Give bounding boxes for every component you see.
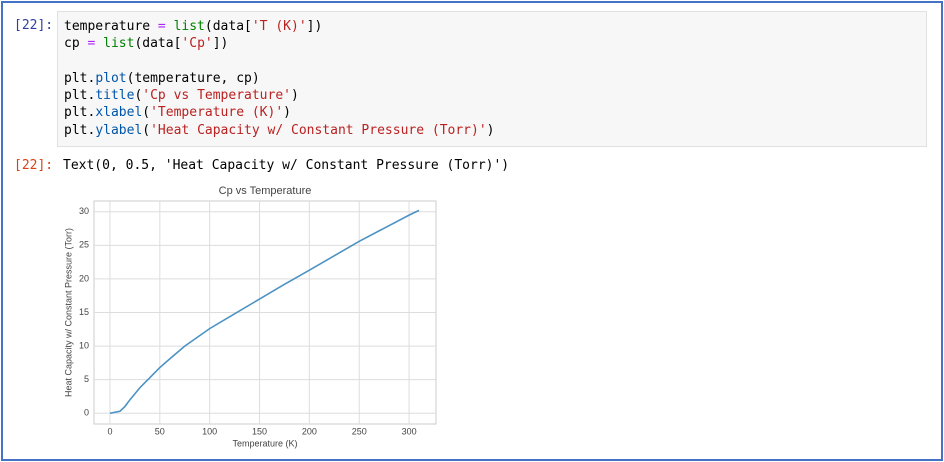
code-token: ) — [283, 105, 291, 121]
code-token: title — [95, 88, 135, 104]
x-tick-label: 150 — [252, 426, 267, 436]
y-tick-label: 5 — [84, 374, 89, 384]
code-token: (data[ — [204, 19, 252, 34]
code-token: list — [173, 19, 205, 34]
code-token: 'Cp vs Temperature' — [142, 88, 291, 104]
y-tick-label: 10 — [79, 340, 89, 350]
code-token: plt. — [64, 122, 96, 138]
code-line: plt.plot(temperature, cp) — [64, 70, 926, 87]
code-token: = — [157, 19, 166, 34]
y-tick-label: 25 — [79, 240, 89, 250]
code-token: 'Temperature (K)' — [150, 105, 284, 121]
output-text: Text(0, 0.5, 'Heat Capacity w/ Constant … — [63, 158, 510, 173]
code-line: plt.ylabel('Heat Capacity w/ Constant Pr… — [64, 122, 926, 139]
y-tick-label: 15 — [79, 307, 89, 317]
code-line: temperature = list(data['T (K)']) — [64, 18, 926, 35]
y-tick-label: 20 — [79, 273, 89, 283]
code-token: cp — [64, 36, 88, 52]
y-axis-label: Heat Capacity w/ Constant Pressure (Torr… — [63, 228, 73, 397]
x-tick-label: 0 — [107, 426, 112, 436]
output-prompt: [22]: — [14, 158, 54, 173]
code-token: plt. — [64, 70, 96, 86]
code-line: cp = list(data['Cp']) — [64, 35, 926, 52]
code-token: 'Cp' — [181, 36, 213, 52]
code-token: (data[ — [134, 36, 182, 52]
x-tick-label: 200 — [302, 426, 317, 436]
x-tick-label: 100 — [202, 426, 217, 436]
code-token: plot — [95, 70, 127, 86]
code-token: ( — [142, 105, 151, 121]
code-token: temperature — [64, 19, 158, 34]
input-prompt: [22]: — [14, 18, 54, 33]
code-token: ]) — [212, 36, 229, 52]
code-line: plt.xlabel('Temperature (K)') — [64, 104, 926, 121]
chart-title: Cp vs Temperature — [219, 185, 312, 197]
code-token: 'Heat Capacity w/ Constant Pressure (Tor… — [150, 122, 487, 138]
y-tick-label: 0 — [84, 408, 89, 418]
code-token: ylabel — [95, 122, 143, 138]
code-token: plt. — [64, 105, 96, 121]
x-axis-label: Temperature (K) — [232, 438, 297, 448]
code-cell[interactable]: temperature = list(data['T (K)']) cp = li… — [57, 11, 927, 147]
code-token: ) — [486, 122, 495, 138]
code-token: list — [103, 36, 135, 52]
code-token: xlabel — [95, 105, 143, 121]
code-token: ) — [291, 88, 299, 104]
code-token: ( — [142, 122, 151, 138]
code-token: = — [87, 36, 96, 52]
x-tick-label: 250 — [352, 426, 367, 436]
x-tick-label: 300 — [402, 426, 417, 436]
y-tick-label: 30 — [79, 206, 89, 216]
code-token: 'T (K)' — [251, 19, 307, 34]
code-token: ]) — [306, 19, 323, 34]
code-token: plt. — [64, 88, 96, 104]
code-token: (temperature, cp) — [126, 70, 260, 86]
code-token: ( — [134, 88, 143, 104]
x-tick-label: 50 — [155, 426, 165, 436]
code-line: plt.title('Cp vs Temperature') — [64, 87, 926, 104]
data-line — [109, 209, 420, 415]
